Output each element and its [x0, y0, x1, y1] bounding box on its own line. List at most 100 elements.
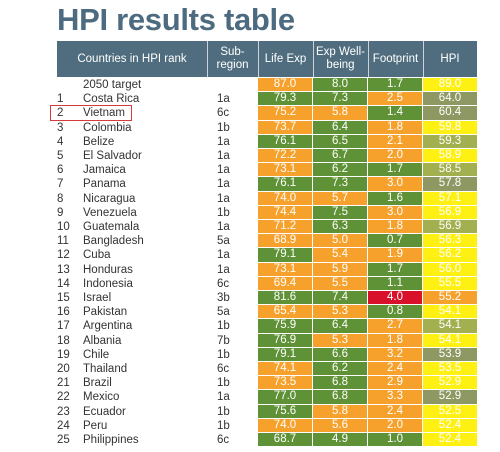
country-cell: Nicaragua	[83, 192, 136, 205]
footprint-cell: 1.1	[368, 276, 422, 291]
hpi-cell: 59.3	[423, 134, 477, 149]
hpi-cell: 58.9	[423, 149, 477, 164]
table-row: 24 Peru 1b 74.0 5.6 2.0 52.4	[57, 418, 477, 433]
rank-cell: 8	[57, 192, 64, 205]
country-cell: Argentina	[83, 320, 133, 333]
footprint-cell: 2.1	[368, 134, 422, 149]
header-subregion-label: Sub-region	[216, 46, 249, 71]
rank-cell: 4	[57, 135, 64, 148]
footprint-cell: 1.8	[368, 220, 422, 235]
country-cell: Guatemala	[83, 221, 140, 233]
region-cell: 1b	[217, 206, 230, 219]
target-wellbeing: 8.0	[313, 78, 367, 93]
target-footprint: 1.7	[368, 78, 422, 93]
table-row: 16 Pakistan 5a 65.4 5.3 0.8 54.1	[57, 305, 477, 320]
wellbeing-cell: 5.5	[313, 276, 367, 291]
country-cell: Pakistan	[83, 306, 128, 319]
wellbeing-cell: 5.8	[313, 404, 367, 419]
hpi-cell: 55.5	[423, 276, 477, 291]
life-exp-cell: 74.0	[258, 418, 312, 433]
table-row: 1 Costa Rica 1a 79.3 7.3 2.5 64.0	[57, 92, 477, 107]
footprint-cell: 3.0	[368, 205, 422, 220]
table-row: 12 Cuba 1a 79.1 5.4 1.9 56.2	[57, 248, 477, 263]
hpi-cell: 52.9	[423, 390, 477, 405]
table-row: 11 Bangladesh 5a 68.9 5.0 0.7 56.3	[57, 234, 477, 249]
region-cell: 1b	[217, 405, 230, 418]
life-exp-cell: 77.0	[258, 390, 312, 405]
rank-cell: 7	[57, 178, 64, 191]
rank-cell: 13	[57, 263, 70, 276]
table-row: 19 Chile 1b 79.1 6.6 3.2 53.9	[57, 347, 477, 362]
life-exp-cell: 73.5	[258, 376, 312, 391]
wellbeing-cell: 5.6	[313, 418, 367, 433]
rank-cell: 14	[57, 277, 70, 290]
rank-cell: 25	[57, 434, 70, 446]
wellbeing-cell: 5.9	[313, 262, 367, 277]
region-cell: 1a	[217, 221, 230, 233]
life-exp-cell: 76.9	[258, 333, 312, 348]
hpi-cell: 60.4	[423, 106, 477, 121]
life-exp-cell: 79.3	[258, 92, 312, 107]
life-exp-cell: 68.7	[258, 433, 312, 448]
footprint-cell: 1.7	[368, 262, 422, 277]
hpi-cell: 56.9	[423, 220, 477, 235]
wellbeing-cell: 7.5	[313, 205, 367, 220]
region-cell: 1b	[217, 348, 230, 361]
footprint-cell: 1.4	[368, 106, 422, 121]
country-cell: Thailand	[83, 363, 128, 375]
target-row: 2050 target 87.0 8.0 1.7 89.0	[57, 78, 477, 93]
wellbeing-cell: 7.4	[313, 291, 367, 306]
life-exp-cell: 79.1	[258, 248, 312, 263]
region-cell: 1a	[217, 263, 230, 276]
life-exp-cell: 76.1	[258, 177, 312, 192]
table-row: 23 Ecuador 1b 75.6 5.8 2.4 52.5	[57, 404, 477, 419]
table-row: 15 Israel 3b 81.6 7.4 4.0 55.2	[57, 291, 477, 306]
rank-cell: 19	[57, 348, 70, 361]
region-cell: 6c	[217, 434, 230, 446]
hpi-cell: 55.2	[423, 291, 477, 306]
region-cell: 7b	[217, 334, 230, 347]
footprint-cell: 2.9	[368, 376, 422, 391]
wellbeing-cell: 6.4	[313, 319, 367, 334]
region-cell: 3b	[217, 292, 230, 304]
wellbeing-cell: 4.9	[313, 433, 367, 448]
life-exp-cell: 75.2	[258, 106, 312, 121]
target-hpi: 89.0	[423, 78, 477, 93]
footprint-cell: 3.2	[368, 347, 422, 362]
life-exp-cell: 75.6	[258, 404, 312, 419]
rank-cell: 11	[57, 235, 69, 248]
life-exp-cell: 71.2	[258, 220, 312, 235]
hpi-cell: 56.9	[423, 205, 477, 220]
rank-cell: 12	[57, 249, 70, 262]
region-cell: 1a	[217, 391, 230, 404]
wellbeing-cell: 6.5	[313, 134, 367, 149]
life-exp-cell: 81.6	[258, 291, 312, 306]
region-cell: 5a	[217, 235, 230, 248]
table-row: 2 Vietnam 6c 75.2 5.8 1.4 60.4	[57, 106, 477, 121]
country-cell: Brazil	[83, 377, 112, 390]
rank-cell: 20	[57, 363, 70, 375]
footprint-cell: 1.8	[368, 120, 422, 135]
life-exp-cell: 74.4	[258, 205, 312, 220]
country-cell: Mexico	[83, 391, 120, 404]
table-row: 8 Nicaragua 1a 74.0 5.7 1.6 57.1	[57, 191, 477, 206]
region-cell: 1b	[217, 121, 230, 134]
footprint-cell: 1.7	[368, 163, 422, 178]
country-cell: Costa Rica	[83, 93, 140, 106]
hpi-cell: 53.9	[423, 347, 477, 362]
rank-cell: 6	[57, 164, 64, 177]
life-exp-cell: 73.7	[258, 120, 312, 135]
footprint-cell: 3.0	[368, 177, 422, 192]
footprint-cell: 4.0	[368, 291, 422, 306]
page-title: HPI results table	[57, 2, 295, 37]
rank-cell: 10	[57, 221, 70, 233]
country-cell: Honduras	[83, 263, 133, 276]
rank-cell: 9	[57, 206, 64, 219]
rank-cell: 16	[57, 306, 70, 319]
hpi-cell: 56.0	[423, 262, 477, 277]
footprint-cell: 2.7	[368, 319, 422, 334]
table-row: 7 Panama 1a 76.1 7.3 3.0 57.8	[57, 177, 477, 192]
table-row: 20 Thailand 6c 74.1 6.2 2.4 53.5	[57, 362, 477, 377]
target-life-exp: 87.0	[258, 78, 312, 93]
footprint-cell: 0.7	[368, 234, 422, 249]
